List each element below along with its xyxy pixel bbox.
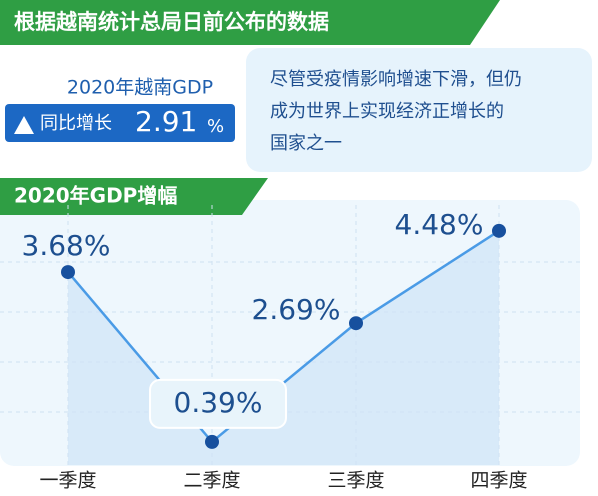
x-tick-label: 四季度 xyxy=(470,470,527,492)
note-line: 尽管受疫情影响增速下滑，但仍 xyxy=(270,69,522,90)
up-arrow xyxy=(14,116,34,134)
summary-label: 2020年越南GDP xyxy=(67,77,213,99)
label-box xyxy=(149,378,287,429)
x-tick-label: 三季度 xyxy=(327,470,384,492)
growth-value: 2.91 xyxy=(135,105,197,138)
x-tick-label: 二季度 xyxy=(183,470,240,492)
growth-unit: % xyxy=(207,116,224,137)
plot: 3.68% 0.39% 2.69% 4.48% 一季度 二季度 三季度 四季度 xyxy=(0,205,598,496)
title-banner xyxy=(0,0,500,45)
value-label: 3.68% xyxy=(22,229,111,262)
point xyxy=(349,316,363,331)
title: 根据越南统计总局日前公布的数据 xyxy=(14,10,329,34)
value-label: 4.48% xyxy=(395,208,484,241)
chart-title-banner xyxy=(0,178,268,215)
value-label: 2.69% xyxy=(252,293,341,326)
note-line: 国家之一 xyxy=(270,133,342,154)
note-box xyxy=(246,48,592,172)
point xyxy=(205,434,219,449)
point xyxy=(492,223,506,238)
x-tick-label: 一季度 xyxy=(39,470,96,492)
note-line: 成为世界上实现经济正增长的 xyxy=(270,101,504,122)
point xyxy=(61,265,75,280)
chart-title: 2020年GDP增幅 xyxy=(14,184,177,208)
summary-box xyxy=(5,104,235,142)
value-label: 0.39% xyxy=(174,386,263,419)
x-axis-band xyxy=(0,466,598,496)
change-label: 同比增长 xyxy=(40,113,112,134)
